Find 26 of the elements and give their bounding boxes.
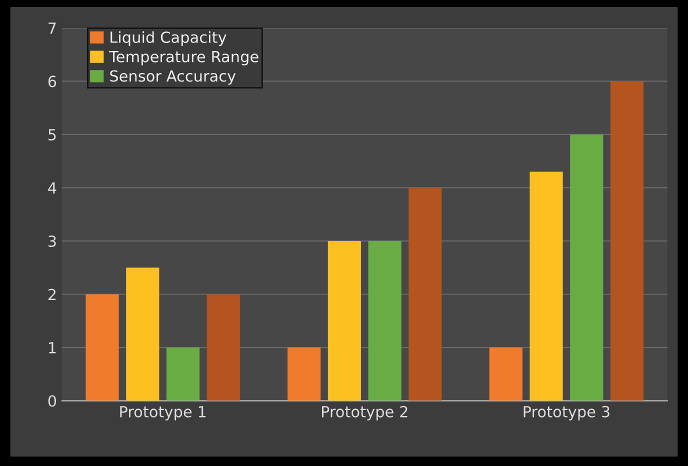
y-tick-label: 3 <box>48 235 56 248</box>
bar <box>368 240 402 401</box>
x-tick-label: Prototype 1 <box>120 406 206 420</box>
legend-label: Temperature Range <box>109 51 258 66</box>
x-tick-label: Prototype 3 <box>524 406 610 420</box>
bar <box>166 348 200 401</box>
y-tick-label: 4 <box>48 182 56 194</box>
bar <box>530 172 563 401</box>
legend-label: Sensor Accuracy <box>110 70 236 85</box>
y-tick-label: 5 <box>48 129 56 140</box>
y-tick-label: 2 <box>48 288 56 300</box>
x-tick-label: Prototype 2 <box>322 406 408 420</box>
y-tick-label: 6 <box>48 76 56 88</box>
bar <box>126 268 160 401</box>
y-tick-label: 1 <box>49 342 56 354</box>
bar <box>489 348 522 401</box>
bar <box>570 134 604 401</box>
y-tick-label: 7 <box>48 22 56 34</box>
bar <box>328 240 362 401</box>
legend-label: Liquid Capacity <box>110 31 226 46</box>
bar <box>206 294 240 401</box>
y-tick-label: 0 <box>48 395 56 407</box>
bar <box>408 188 442 401</box>
bar <box>610 81 644 401</box>
bar <box>288 348 321 401</box>
bar <box>86 294 119 401</box>
